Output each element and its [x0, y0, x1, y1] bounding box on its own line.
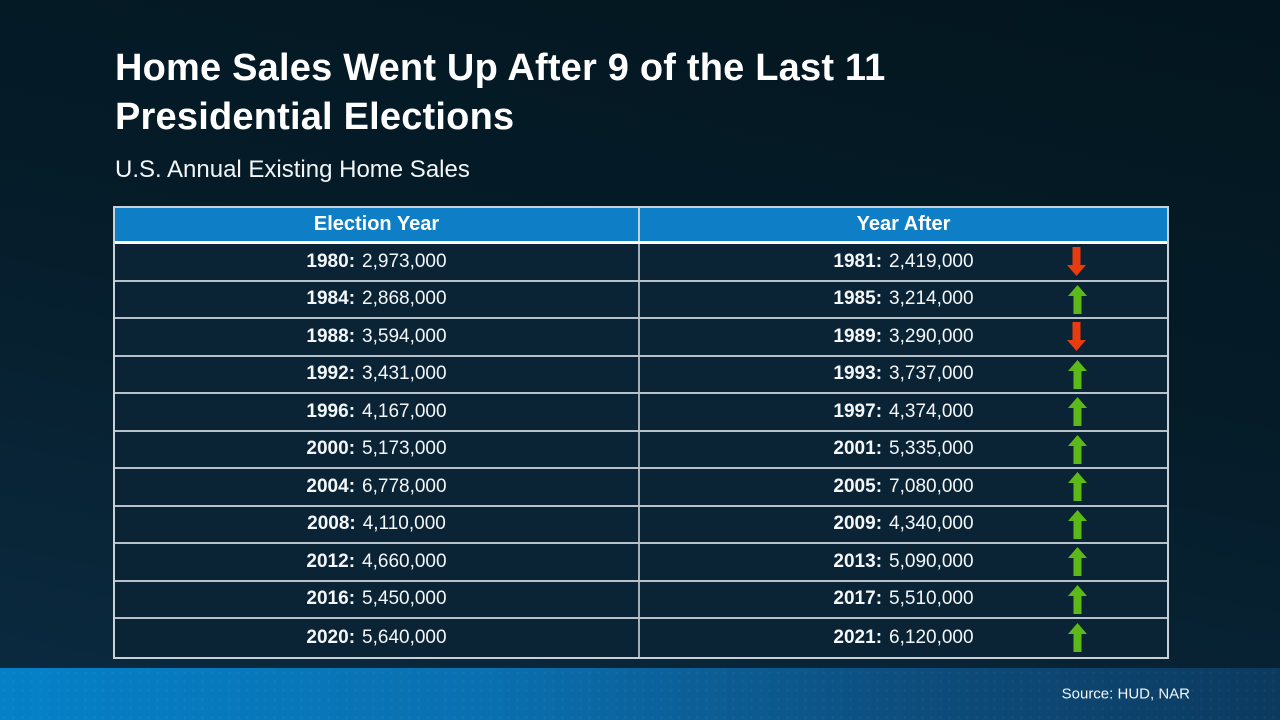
year-label: 2001: — [833, 438, 883, 460]
sales-value: 5,173,000 — [362, 438, 447, 460]
year-label: 1992: — [306, 363, 356, 385]
election-year-cell: 1980: 2,973,000 — [115, 244, 640, 280]
column-header-year-after: Year After — [856, 213, 951, 235]
trend-arrow-icon — [1067, 322, 1087, 352]
sales-value: 5,510,000 — [889, 588, 974, 610]
sales-value: 4,660,000 — [362, 550, 447, 572]
table-row: 2004: 6,778,000 2005: 7,080,000 — [115, 469, 1167, 507]
year-label: 2013: — [833, 550, 883, 572]
year-after-cell: 2017: 5,510,000 — [640, 582, 1167, 618]
year-label: 2016: — [306, 588, 356, 610]
trend-arrow-icon — [1067, 359, 1087, 389]
table-header-row: Election Year Year After — [115, 208, 1167, 244]
table-row: 2008: 4,110,000 2009: 4,340,000 — [115, 506, 1167, 544]
sales-value: 5,450,000 — [362, 588, 447, 610]
election-year-cell: 1988: 3,594,000 — [115, 319, 640, 355]
trend-arrow-icon — [1067, 247, 1087, 277]
year-label: 2000: — [306, 438, 356, 460]
table-row: 1984: 2,868,000 1985: 3,214,000 — [115, 281, 1167, 319]
year-after-cell: 1985: 3,214,000 — [640, 282, 1167, 318]
year-after-cell: 1997: 4,374,000 — [640, 394, 1167, 430]
table-row: 2000: 5,173,000 2001: 5,335,000 — [115, 431, 1167, 469]
sales-value: 3,431,000 — [362, 363, 447, 385]
year-label: 1980: — [306, 250, 356, 272]
table-row: 1988: 3,594,000 1989: 3,290,000 — [115, 319, 1167, 357]
table-row: 2016: 5,450,000 2017: 5,510,000 — [115, 581, 1167, 619]
sales-value: 2,419,000 — [889, 250, 974, 272]
year-label: 2008: — [307, 513, 356, 535]
source-attribution: Source: HUD, NAR — [1061, 685, 1190, 703]
sales-value: 6,778,000 — [362, 475, 447, 497]
sales-value: 4,110,000 — [362, 513, 446, 535]
footer-bar: Source: HUD, NAR — [0, 668, 1280, 720]
table-row: 1980: 2,973,000 1981: 2,419,000 — [115, 244, 1167, 282]
year-after-cell: 2009: 4,340,000 — [640, 507, 1167, 543]
sales-value: 3,737,000 — [889, 363, 974, 385]
election-year-cell: 2000: 5,173,000 — [115, 431, 640, 467]
sales-value: 4,167,000 — [362, 400, 447, 422]
sales-value: 7,080,000 — [889, 475, 974, 497]
year-after-cell: 1993: 3,737,000 — [640, 357, 1167, 393]
year-label: 1996: — [306, 400, 356, 422]
election-year-cell: 2012: 4,660,000 — [115, 544, 640, 580]
trend-arrow-icon — [1067, 509, 1087, 539]
year-label: 1981: — [833, 250, 883, 272]
trend-arrow-icon — [1067, 284, 1087, 314]
election-year-cell: 1984: 2,868,000 — [115, 281, 640, 317]
sales-value: 3,214,000 — [889, 288, 974, 310]
election-year-cell: 2016: 5,450,000 — [115, 581, 640, 617]
year-label: 1989: — [833, 325, 883, 347]
election-year-cell: 1992: 3,431,000 — [115, 356, 640, 392]
year-label: 2012: — [306, 550, 356, 572]
trend-arrow-icon — [1067, 472, 1087, 502]
sales-value: 5,335,000 — [889, 438, 974, 460]
trend-arrow-icon — [1067, 547, 1087, 577]
table-row: 2012: 4,660,000 2013: 5,090,000 — [115, 544, 1167, 582]
election-year-cell: 2004: 6,778,000 — [115, 469, 640, 505]
year-after-cell: 2005: 7,080,000 — [640, 469, 1167, 505]
sales-value: 5,090,000 — [889, 550, 974, 572]
home-sales-table: Election Year Year After 1980: 2,973,000 … — [113, 206, 1169, 659]
page-title: Home Sales Went Up After 9 of the Last 1… — [115, 47, 886, 138]
year-after-cell: 2013: 5,090,000 — [640, 544, 1167, 580]
year-after-cell: 1989: 3,290,000 — [640, 319, 1167, 355]
sales-value: 4,374,000 — [889, 400, 974, 422]
sales-value: 5,640,000 — [362, 626, 447, 648]
year-label: 1993: — [833, 363, 883, 385]
sales-value: 4,340,000 — [889, 513, 974, 535]
year-label: 2004: — [306, 475, 356, 497]
table-row: 1996: 4,167,000 1997: 4,374,000 — [115, 394, 1167, 432]
election-year-cell: 2020: 5,640,000 — [115, 619, 640, 657]
sales-value: 2,973,000 — [362, 250, 447, 272]
election-year-cell: 2008: 4,110,000 — [115, 506, 640, 542]
year-label: 2017: — [833, 588, 883, 610]
year-after-cell: 2001: 5,335,000 — [640, 432, 1167, 468]
sales-value: 3,594,000 — [362, 325, 447, 347]
year-label: 1997: — [833, 400, 883, 422]
column-header-election-year: Election Year — [115, 208, 640, 241]
trend-arrow-icon — [1067, 434, 1087, 464]
table-row: 1992: 3,431,000 1993: 3,737,000 — [115, 356, 1167, 394]
sales-value: 6,120,000 — [889, 626, 974, 648]
trend-arrow-icon — [1067, 584, 1087, 614]
year-label: 1984: — [306, 288, 356, 310]
trend-arrow-icon — [1067, 623, 1087, 653]
trend-arrow-icon — [1067, 397, 1087, 427]
year-label: 2009: — [833, 513, 883, 535]
year-after-cell: 2021: 6,120,000 — [640, 619, 1167, 657]
page-subtitle: U.S. Annual Existing Home Sales — [115, 156, 470, 183]
election-year-cell: 1996: 4,167,000 — [115, 394, 640, 430]
year-label: 2021: — [833, 626, 883, 648]
sales-value: 2,868,000 — [362, 288, 447, 310]
year-label: 1985: — [833, 288, 883, 310]
year-label: 2005: — [833, 475, 883, 497]
table-row: 2020: 5,640,000 2021: 6,120,000 — [115, 619, 1167, 657]
year-label: 2020: — [306, 626, 356, 648]
sales-value: 3,290,000 — [889, 325, 974, 347]
year-label: 1988: — [306, 325, 356, 347]
year-after-cell: 1981: 2,419,000 — [640, 244, 1167, 280]
